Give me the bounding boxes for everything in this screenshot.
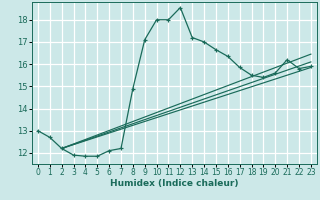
- X-axis label: Humidex (Indice chaleur): Humidex (Indice chaleur): [110, 179, 239, 188]
